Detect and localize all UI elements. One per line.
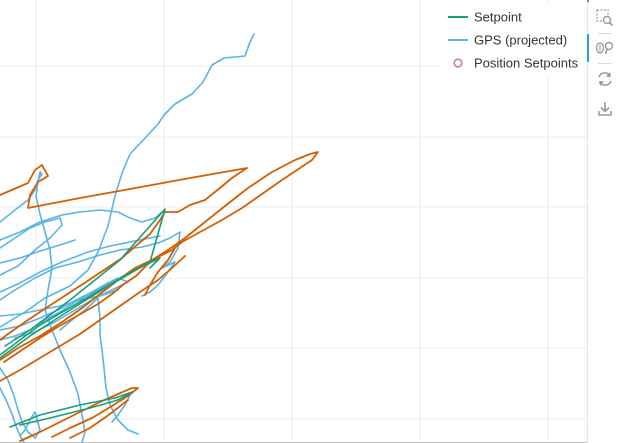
series-line-segment [0, 217, 63, 276]
series-line-segment [0, 33, 255, 328]
series-line-segment [0, 239, 76, 264]
series-layer [0, 33, 319, 443]
series-line-segment [9, 391, 133, 428]
series-line-segment [0, 209, 163, 241]
reset-tool[interactable] [594, 68, 616, 90]
series-line-segment [0, 255, 186, 382]
series-line-segment [0, 208, 166, 359]
series-line-segment [0, 235, 161, 293]
series-line-segment [144, 247, 176, 296]
legend-label: Setpoint [474, 10, 522, 25]
legend-item[interactable]: Setpoint [448, 10, 522, 25]
series-line-segment [0, 257, 161, 356]
wheel-zoom-tool[interactable] [594, 37, 616, 59]
save-icon [598, 102, 612, 116]
series-gps-projected [0, 33, 255, 443]
active-tool-indicator [587, 34, 589, 62]
save-tool[interactable] [594, 98, 616, 120]
reset-icon [598, 72, 612, 86]
series-line-segment [0, 387, 25, 443]
toolbar-separator [598, 33, 612, 34]
toolbar-separator [598, 63, 612, 64]
series-setpoint [0, 208, 166, 428]
legend-item[interactable]: Position Setpoints [453, 56, 579, 71]
series-line-segment [69, 399, 129, 439]
box-zoom-tool[interactable] [594, 7, 616, 29]
chart-plot[interactable]: Setpoint GPS (projected) Position Setpoint… [0, 0, 587, 443]
series-line-segment [0, 231, 181, 301]
legend-label: GPS (projected) [474, 33, 567, 48]
series-line-segment [0, 164, 248, 341]
series-line-segment [19, 387, 139, 442]
legend: Setpoint GPS (projected) Position Setpoint… [440, 4, 586, 76]
legend-item[interactable]: GPS (projected) [448, 33, 567, 48]
chart-toolbar [587, 0, 621, 443]
wheel-zoom-icon [595, 41, 614, 55]
legend-label: Position Setpoints [474, 56, 579, 71]
toolbar-top-indicator [587, 0, 589, 2]
series-line-segment [59, 297, 139, 435]
series-line-segment [0, 277, 129, 339]
legend-marker-circle [453, 58, 463, 68]
box-zoom-icon [596, 9, 614, 27]
